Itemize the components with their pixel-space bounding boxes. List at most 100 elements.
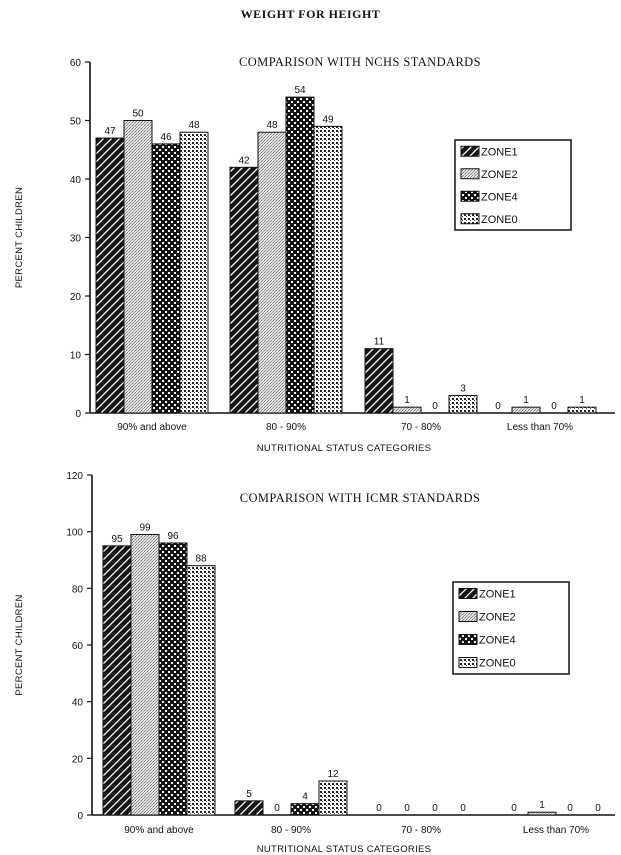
legend-label: ZONE0 (479, 658, 516, 670)
bar-zone0 (567, 406, 597, 414)
y-tick-label: 20 (70, 292, 82, 303)
data-label: 54 (294, 85, 306, 96)
data-label: 1 (539, 800, 545, 811)
data-label: 11 (374, 337, 385, 348)
bar-zone1 (102, 545, 132, 816)
y-tick-label: 80 (72, 584, 84, 595)
x-category-label: 80 - 90% (271, 825, 311, 836)
legend-label: ZONE1 (481, 146, 518, 158)
data-label: 0 (274, 803, 280, 814)
data-label: 49 (322, 114, 334, 125)
data-label: 46 (160, 132, 172, 143)
bar-zone4 (290, 803, 320, 816)
bar-zone2 (392, 406, 422, 414)
bar-zone0 (318, 780, 348, 816)
bar-zone0 (186, 565, 216, 816)
data-label: 0 (511, 803, 517, 814)
y-tick-label: 40 (72, 698, 84, 709)
data-label: 1 (523, 395, 529, 406)
legend-swatch-zone4 (458, 634, 478, 645)
y-tick-label: 120 (66, 471, 83, 482)
data-label: 0 (551, 401, 557, 412)
data-label: 5 (246, 789, 252, 800)
legend-swatch-zone4 (460, 190, 480, 202)
bar-zone2 (527, 811, 557, 816)
y-tick-label: 60 (70, 58, 82, 69)
x-category-label: 70 - 80% (401, 825, 441, 836)
bar-zone4 (158, 542, 188, 816)
data-label: 0 (432, 803, 438, 814)
legend-label: ZONE2 (481, 169, 518, 181)
y-tick-label: 10 (70, 351, 82, 362)
x-category-label: 90% and above (117, 422, 187, 433)
chart-title: COMPARISON WITH ICMR STANDARDS (240, 491, 481, 505)
bar-zone1 (234, 800, 264, 816)
bar-zone1 (229, 166, 259, 414)
data-label: 0 (495, 401, 501, 412)
y-tick-label: 40 (70, 175, 82, 186)
bar-zone0 (179, 131, 209, 414)
legend-swatch-zone0 (458, 657, 478, 668)
chart-icmr: COMPARISON WITH ICMR STANDARDS0204060801… (14, 471, 615, 855)
data-label: 0 (376, 803, 382, 814)
y-tick-label: 60 (72, 641, 84, 652)
bar-zone2 (123, 120, 153, 414)
data-label: 0 (567, 803, 573, 814)
legend-swatch-zone0 (460, 213, 480, 225)
legend-label: ZONE4 (479, 635, 516, 647)
x-category-label: Less than 70% (507, 422, 573, 433)
bar-zone2 (511, 406, 541, 414)
x-category-label: 80 - 90% (266, 422, 306, 433)
legend-label: ZONE4 (481, 191, 518, 203)
bar-zone1 (95, 137, 125, 414)
legend-swatch-zone2 (458, 611, 478, 622)
x-axis-label: NUTRITIONAL STATUS CATEGORIES (257, 844, 432, 855)
chart-title: COMPARISON WITH NCHS STANDARDS (239, 55, 481, 69)
data-label: 1 (404, 395, 410, 406)
legend-label: ZONE0 (481, 214, 518, 226)
data-label: 0 (460, 803, 466, 814)
data-label: 47 (104, 126, 116, 137)
data-label: 4 (302, 792, 308, 803)
legend-swatch-zone1 (458, 588, 478, 599)
legend-label: ZONE2 (479, 612, 516, 624)
data-label: 88 (195, 554, 207, 565)
x-category-label: 70 - 80% (401, 422, 441, 433)
data-label: 12 (327, 769, 339, 780)
x-axis-label: NUTRITIONAL STATUS CATEGORIES (257, 443, 432, 454)
y-tick-label: 20 (72, 754, 84, 765)
y-tick-label: 50 (70, 117, 82, 128)
data-label: 1 (579, 395, 585, 406)
y-axis-label: PERCENT CHILDREN (14, 187, 25, 288)
y-tick-label: 0 (77, 811, 83, 822)
chart-nchs: COMPARISON WITH NCHS STANDARDS0102030405… (14, 55, 615, 454)
data-label: 48 (188, 120, 200, 131)
x-category-label: 90% and above (124, 825, 194, 836)
x-category-label: Less than 70% (523, 825, 589, 836)
data-label: 99 (139, 523, 151, 534)
y-axis-label: PERCENT CHILDREN (14, 594, 25, 695)
data-label: 3 (460, 383, 466, 394)
bar-zone2 (130, 534, 160, 816)
y-tick-label: 0 (75, 409, 81, 420)
data-label: 0 (595, 803, 601, 814)
bar-zone4 (151, 143, 181, 414)
legend-label: ZONE1 (479, 589, 516, 601)
data-label: 95 (111, 534, 123, 545)
bar-zone4 (285, 96, 315, 414)
data-label: 42 (238, 155, 250, 166)
bar-zone0 (448, 394, 478, 414)
page-title: WEIGHT FOR HEIGHT (240, 7, 381, 21)
data-label: 0 (432, 401, 438, 412)
data-label: 0 (404, 803, 410, 814)
legend-swatch-zone1 (460, 145, 480, 157)
y-tick-label: 30 (70, 234, 82, 245)
data-label: 96 (167, 531, 179, 542)
bar-zone2 (257, 131, 287, 414)
bar-zone0 (313, 125, 343, 414)
legend-swatch-zone2 (460, 168, 480, 180)
data-label: 48 (266, 120, 278, 131)
bar-zone1 (364, 348, 394, 414)
data-label: 50 (132, 109, 144, 120)
y-tick-label: 100 (66, 528, 83, 539)
